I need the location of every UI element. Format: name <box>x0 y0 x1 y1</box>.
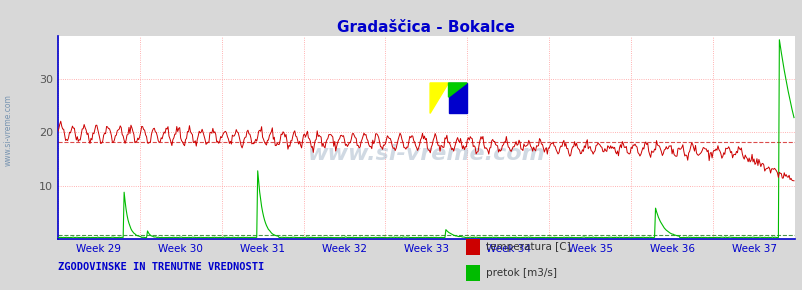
Text: www.si-vreme.com: www.si-vreme.com <box>307 144 545 164</box>
Text: www.si-vreme.com: www.si-vreme.com <box>3 95 13 166</box>
Text: temperatura [C]: temperatura [C] <box>485 242 570 252</box>
Title: Gradaščica - Bokalce: Gradaščica - Bokalce <box>337 20 515 35</box>
Text: pretok [m3/s]: pretok [m3/s] <box>485 268 556 278</box>
Text: ZGODOVINSKE IN TRENUTNE VREDNOSTI: ZGODOVINSKE IN TRENUTNE VREDNOSTI <box>58 262 264 272</box>
Polygon shape <box>448 83 466 97</box>
Polygon shape <box>448 83 466 113</box>
Polygon shape <box>430 83 448 113</box>
